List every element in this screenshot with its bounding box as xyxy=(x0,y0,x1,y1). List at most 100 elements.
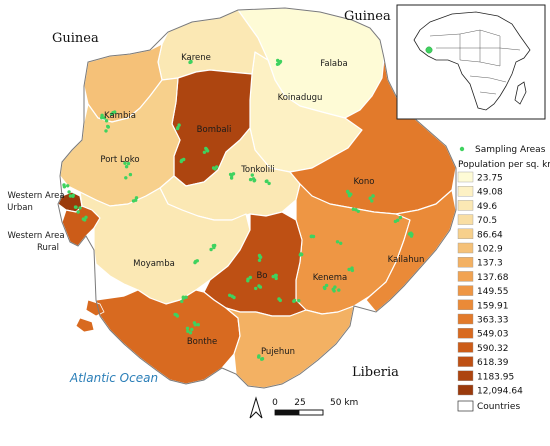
legend-class-label: 23.75 xyxy=(477,174,503,184)
legend-class-swatch xyxy=(457,328,474,339)
sampling-point xyxy=(356,209,360,213)
legend-countries-label: Countries xyxy=(477,402,520,412)
sampling-point xyxy=(277,62,281,66)
sampling-point xyxy=(310,234,314,238)
legend-sampling-label: Sampling Areas xyxy=(475,145,546,155)
legend-class-swatch xyxy=(457,214,474,225)
legend-class-label: 12,094.64 xyxy=(477,387,523,397)
legend-class-swatch xyxy=(457,313,474,325)
sampling-point xyxy=(258,285,263,289)
north-arrow xyxy=(249,396,263,419)
scale-bar: 0 25 50 km xyxy=(272,398,358,416)
inset-location-marker xyxy=(425,46,433,54)
legend-countries-swatch xyxy=(457,400,474,412)
sampling-point xyxy=(215,165,219,169)
sampling-point xyxy=(332,289,336,293)
sampling-point xyxy=(66,184,70,188)
label-koinadugu: Koinadugu xyxy=(278,93,323,103)
sampling-point xyxy=(371,194,375,198)
sampling-point xyxy=(324,283,329,288)
sampling-point xyxy=(84,215,88,219)
legend-class-swatch xyxy=(457,384,474,396)
sampling-point xyxy=(104,129,108,133)
legend: Sampling Areas Population per sq. km 23.… xyxy=(457,145,550,412)
sampling-point xyxy=(257,258,262,262)
legend-class-swatch xyxy=(457,200,474,211)
legend-class-label: 549.03 xyxy=(477,330,509,340)
label-karene: Karene xyxy=(181,53,211,63)
legend-class-swatch xyxy=(457,242,474,254)
sampling-point xyxy=(180,299,184,304)
sampling-point xyxy=(229,176,234,180)
sampling-point xyxy=(102,116,107,120)
label-tonkolili: Tonkolili xyxy=(240,165,275,175)
sampling-points xyxy=(62,58,414,361)
sampling-point xyxy=(134,196,139,200)
sampling-point xyxy=(246,277,250,281)
label-western-area-urban-1: Western Area xyxy=(7,191,64,201)
legend-class-swatch xyxy=(457,370,474,381)
north-arrow-icon xyxy=(249,396,263,419)
sampling-point xyxy=(398,215,403,220)
legend-class-swatch xyxy=(457,271,474,282)
sampling-point xyxy=(175,314,180,318)
legend-class-swatch xyxy=(457,228,474,240)
sampling-point xyxy=(73,205,78,209)
sampling-point xyxy=(182,157,186,162)
sampling-point xyxy=(68,194,73,198)
sampling-point xyxy=(193,260,197,265)
label-kambia: Kambia xyxy=(104,111,136,121)
sampling-point xyxy=(409,231,413,235)
legend-classes: 23.75 49.08 49.6 70.5 86.64 102.9 137.3 137.68 1… xyxy=(457,171,523,397)
sampling-point xyxy=(100,116,104,120)
label-bombali: Bombali xyxy=(197,125,232,135)
sampling-point xyxy=(181,295,185,299)
legend-sampling-marker xyxy=(459,146,465,152)
label-guinea-right: Guinea xyxy=(344,9,391,24)
scale-label-50: 50 km xyxy=(330,398,358,408)
sampling-point xyxy=(212,245,216,250)
sampling-point xyxy=(188,331,193,335)
sampling-point xyxy=(250,173,254,177)
sampling-point xyxy=(278,298,282,303)
sampling-point xyxy=(396,218,400,222)
label-western-area-rural-1: Western Area xyxy=(7,231,64,241)
sampling-point xyxy=(231,172,236,176)
madagascar-outline xyxy=(514,81,527,105)
label-moyamba: Moyamba xyxy=(133,259,175,269)
sampling-point xyxy=(254,286,258,291)
label-western-area-rural-2: Rural xyxy=(37,243,59,253)
sampling-point xyxy=(205,149,210,153)
sampling-point xyxy=(257,354,261,358)
sampling-point xyxy=(126,161,131,166)
sampling-point xyxy=(111,111,115,115)
legend-class-label: 137.3 xyxy=(477,259,503,269)
sampling-point xyxy=(347,194,352,198)
district-polygons xyxy=(57,7,457,389)
label-falaba: Falaba xyxy=(320,59,348,69)
sampling-point xyxy=(368,196,372,200)
sampling-point xyxy=(124,165,129,169)
sampling-point xyxy=(179,159,183,164)
label-bo: Bo xyxy=(256,271,267,281)
sampling-point xyxy=(248,177,253,182)
label-bonthe: Bonthe xyxy=(187,337,217,347)
scale-label-25: 25 xyxy=(294,398,305,408)
scale-label-0: 0 xyxy=(272,398,278,408)
sampling-point xyxy=(258,255,262,259)
inset-map-africa xyxy=(396,4,546,120)
legend-class-label: 159.91 xyxy=(477,301,509,311)
legend-class-label: 49.08 xyxy=(477,188,503,198)
sampling-point xyxy=(186,329,190,333)
sampling-point xyxy=(67,190,71,194)
sampling-point xyxy=(104,119,109,123)
legend-class-label: 70.5 xyxy=(477,216,497,226)
sampling-point xyxy=(292,299,296,303)
sampling-point xyxy=(251,177,256,181)
sampling-point xyxy=(299,252,303,256)
legend-class-label: 618.39 xyxy=(477,358,509,368)
label-liberia: Liberia xyxy=(352,365,399,380)
legend-class-label: 1183.95 xyxy=(477,372,514,382)
sampling-point xyxy=(185,326,190,330)
